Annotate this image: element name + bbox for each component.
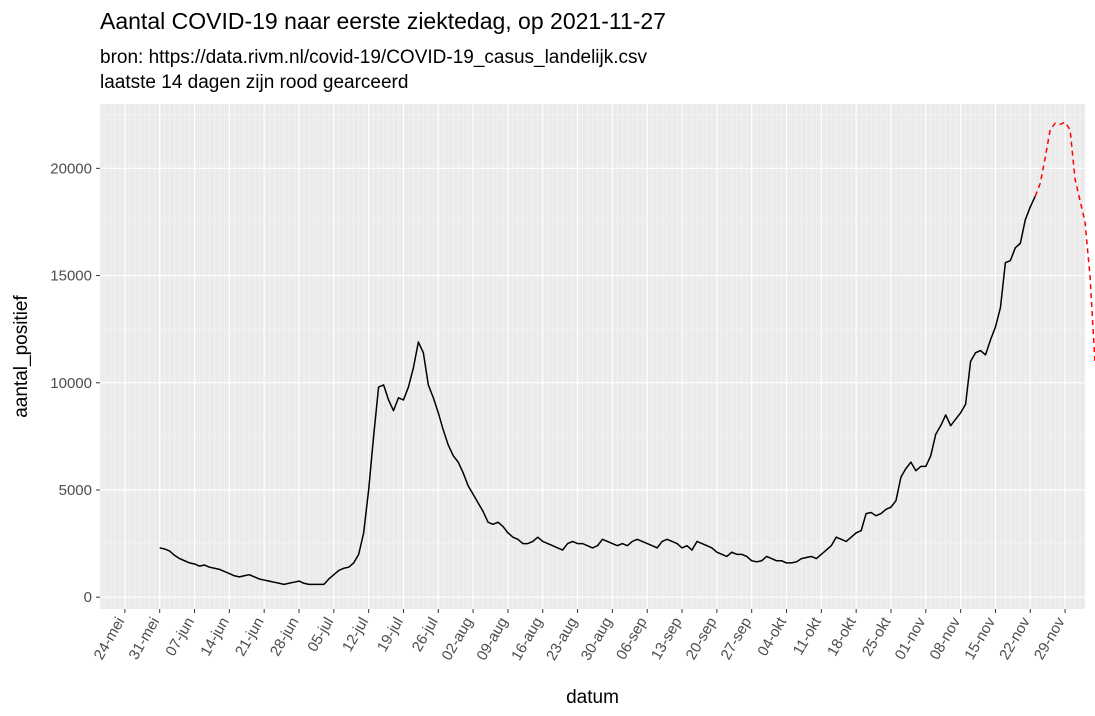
x-axis-title: datum [566, 687, 619, 708]
x-tick-label: 30-aug [578, 615, 616, 664]
x-tick-label: 27-sep [717, 615, 755, 663]
x-tick-label: 29-nov [1031, 614, 1069, 663]
x-tick-label: 02-aug [438, 615, 476, 664]
x-tick-label: 20-sep [683, 615, 721, 663]
x-tick-label: 22-nov [996, 614, 1034, 663]
series-lines [159, 121, 1095, 586]
x-tick-label: 09-aug [473, 615, 511, 664]
y-tick-label: 5000 [59, 482, 92, 499]
x-tick-label: 28-jun [267, 615, 303, 660]
x-tick-label: 19-jul [374, 615, 407, 655]
x-tick-label: 07-jun [162, 615, 198, 660]
chart-subtitle-note: laatste 14 dagen zijn rood gearceerd [100, 72, 409, 93]
x-tick-label: 31-mei [126, 615, 164, 663]
x-tick-label: 06-sep [613, 615, 651, 663]
y-tick-label: 10000 [50, 375, 92, 392]
x-tick-label: 21-jun [232, 615, 268, 660]
x-tick-label: 18-okt [824, 614, 860, 659]
x-tick-label: 12-jul [339, 615, 372, 655]
series-line-main [159, 195, 1036, 586]
y-axis-title: aantal_positief [11, 295, 32, 418]
y-tick-label: 0 [84, 589, 92, 606]
y-tick-label: 20000 [50, 160, 92, 177]
x-tick-label: 13-sep [648, 615, 686, 663]
x-tick-label: 05-jul [304, 615, 337, 655]
chart-subtitle-source: bron: https://data.rivm.nl/covid-19/COVI… [100, 47, 648, 68]
x-tick-label: 08-nov [926, 614, 964, 663]
x-tick-label: 15-nov [961, 614, 999, 663]
x-tick-label: 24-mei [91, 615, 129, 663]
y-tick-label: 15000 [50, 268, 92, 285]
x-tick-label: 26-jul [409, 615, 442, 655]
x-tick-label: 11-okt [790, 614, 825, 658]
x-tick-label: 01-nov [892, 614, 930, 663]
x-tick-label: 04-okt [754, 614, 790, 659]
x-tick-label: 14-jun [197, 615, 233, 660]
x-tick-label: 25-okt [859, 614, 895, 659]
chart-title: Aantal COVID-19 naar eerste ziektedag, o… [100, 8, 666, 34]
x-tick-label: 16-aug [508, 615, 546, 664]
series-line-last-14-days [1034, 121, 1095, 367]
grid-lines [99, 104, 1086, 609]
x-tick-label: 23-aug [543, 615, 581, 664]
